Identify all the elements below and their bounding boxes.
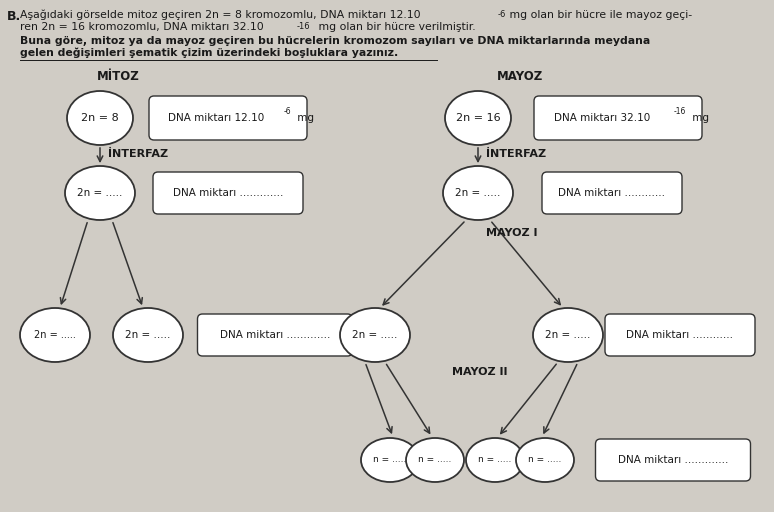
Text: MİTOZ: MİTOZ [97,70,139,83]
FancyBboxPatch shape [542,172,682,214]
Text: gelen değişimleri şematik çizim üzerindeki boşluklara yazınız.: gelen değişimleri şematik çizim üzerinde… [20,48,399,58]
Text: DNA miktarı ............: DNA miktarı ............ [559,188,666,198]
Text: 2n = .....: 2n = ..... [546,330,591,340]
Text: -16: -16 [674,108,687,117]
Ellipse shape [466,438,524,482]
Ellipse shape [65,166,135,220]
Text: B.: B. [7,10,21,23]
Text: mg: mg [689,113,709,123]
Ellipse shape [406,438,464,482]
Text: 2n = .....: 2n = ..... [125,330,171,340]
Text: -6: -6 [284,108,292,117]
Text: n = .....: n = ..... [529,456,562,464]
Text: n = .....: n = ..... [478,456,512,464]
Text: DNA miktarı 32.10: DNA miktarı 32.10 [554,113,650,123]
Text: 2n = .....: 2n = ..... [352,330,398,340]
Text: DNA miktarı 12.10: DNA miktarı 12.10 [168,113,264,123]
Text: 2n = 8: 2n = 8 [81,113,119,123]
Text: MAYOZ I: MAYOZ I [486,228,537,238]
Ellipse shape [516,438,574,482]
Text: 2n = 16: 2n = 16 [456,113,500,123]
Text: mg olan bir hücre ile mayoz geçi-: mg olan bir hücre ile mayoz geçi- [506,10,692,20]
Text: DNA miktarı .............: DNA miktarı ............. [618,455,728,465]
Text: DNA miktarı .............: DNA miktarı ............. [220,330,330,340]
Text: mg: mg [294,113,314,123]
Ellipse shape [443,166,513,220]
Text: 2n = .....: 2n = ..... [77,188,123,198]
FancyBboxPatch shape [595,439,751,481]
FancyBboxPatch shape [534,96,702,140]
FancyBboxPatch shape [149,96,307,140]
Text: MAYOZ II: MAYOZ II [452,367,508,377]
Text: 2n = .....: 2n = ..... [455,188,501,198]
Text: -16: -16 [297,22,310,31]
Text: DNA miktarı .............: DNA miktarı ............. [173,188,283,198]
FancyBboxPatch shape [153,172,303,214]
Text: İNTERFAZ: İNTERFAZ [108,149,168,159]
Text: Aşağıdaki görselde mitoz geçiren 2n = 8 kromozomlu, DNA miktarı 12.10: Aşağıdaki görselde mitoz geçiren 2n = 8 … [20,10,420,20]
Text: DNA miktarı ............: DNA miktarı ............ [626,330,734,340]
Text: ren 2n = 16 kromozomlu, DNA miktarı 32.10: ren 2n = 16 kromozomlu, DNA miktarı 32.1… [20,22,264,32]
Text: -6: -6 [498,10,506,19]
Ellipse shape [20,308,90,362]
Text: Buna göre, mitoz ya da mayoz geçiren bu hücrelerin kromozom sayıları ve DNA mikt: Buna göre, mitoz ya da mayoz geçiren bu … [20,36,650,46]
Text: mg olan bir hücre verilmiştir.: mg olan bir hücre verilmiştir. [315,22,476,32]
Text: MAYOZ: MAYOZ [497,70,543,83]
Text: 2n = .....: 2n = ..... [34,330,76,340]
FancyBboxPatch shape [197,314,352,356]
Ellipse shape [113,308,183,362]
FancyBboxPatch shape [605,314,755,356]
Ellipse shape [445,91,511,145]
Text: n = .....: n = ..... [373,456,406,464]
Text: İNTERFAZ: İNTERFAZ [486,149,546,159]
Ellipse shape [361,438,419,482]
Ellipse shape [67,91,133,145]
Text: n = .....: n = ..... [418,456,452,464]
Ellipse shape [340,308,410,362]
Ellipse shape [533,308,603,362]
